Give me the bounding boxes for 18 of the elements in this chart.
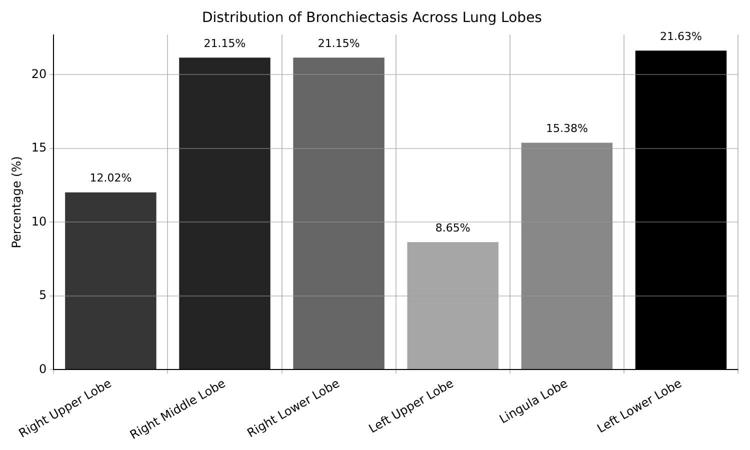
data-label: 21.15% [204,37,246,50]
bar [407,242,498,370]
y-tick-label: 5 [39,288,47,302]
bar [293,58,384,370]
data-label: 12.02% [90,172,132,185]
chart-title: Distribution of Bronchiectasis Across Lung Lobes [202,10,542,26]
bar [521,142,613,370]
y-tick-label: 10 [31,214,47,228]
y-tick-label: 15 [31,140,47,155]
y-axis-title: Percentage (%) [9,156,24,248]
bar [179,58,270,370]
data-label: 15.38% [546,122,588,136]
data-label: 21.15% [318,37,360,50]
data-label: 21.63% [660,30,702,43]
y-tick-label: 0 [39,362,47,376]
y-tick-label: 20 [31,66,47,81]
data-label: 8.65% [435,221,470,234]
bar [65,192,156,370]
